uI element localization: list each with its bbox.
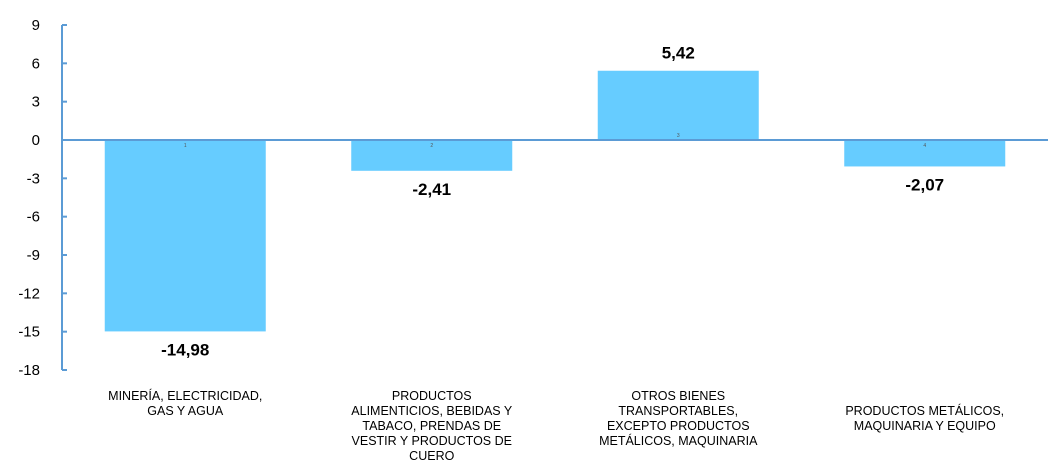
category-label-line: EXCEPTO PRODUCTOS <box>607 419 750 433</box>
bar <box>597 70 759 140</box>
data-label: -2,07 <box>905 175 944 194</box>
bar-index-label: 2 <box>430 143 433 149</box>
bar <box>844 140 1006 167</box>
y-tick-label: 0 <box>32 132 40 149</box>
category-labels: MINERÍA, ELECTRICIDAD, GAS Y AGUA PRODUCTO… <box>108 388 1004 463</box>
y-axis: 9 6 3 0 -3 -6 -9 -12 -15 -18 <box>18 17 67 379</box>
category-label-line: ALIMENTICIOS, BEBIDAS Y <box>351 404 513 418</box>
y-tick-label: -9 <box>27 247 40 264</box>
category-label-line: CUERO <box>409 449 454 463</box>
category-label: OTROS BIENES TRANSPORTABLES, EXCEPTO PRODU… <box>599 389 758 448</box>
y-tick-label: 9 <box>32 17 40 34</box>
category-label: PRODUCTOS ALIMENTICIOS, BEBIDAS Y TABACO, … <box>351 389 513 463</box>
category-label-line: VESTIR Y PRODUCTOS DE <box>352 434 512 448</box>
data-label: -2,41 <box>412 180 451 199</box>
bar-index-label: 4 <box>923 143 926 149</box>
category-label-line: MAQUINARIA Y EQUIPO <box>854 419 996 433</box>
bar-index-label: 1 <box>184 143 187 149</box>
data-label: -14,98 <box>161 340 209 359</box>
category-label-line: OTROS BIENES <box>631 389 725 403</box>
category-label-line: TABACO, PRENDAS DE <box>362 419 501 433</box>
category-label-line: GAS Y AGUA <box>147 404 224 418</box>
bar <box>104 140 266 332</box>
category-label-line: TRANSPORTABLES, <box>618 404 738 418</box>
bar-index-label: 3 <box>677 133 680 139</box>
category-label-line: PRODUCTOS METÁLICOS, <box>845 403 1004 418</box>
y-tick-label: -6 <box>27 209 40 226</box>
bar <box>351 140 513 171</box>
category-label: PRODUCTOS METÁLICOS, MAQUINARIA Y EQUIPO <box>845 403 1004 433</box>
data-labels: -14,98 -2,41 5,42 -2,07 <box>161 44 944 360</box>
category-label-line: METÁLICOS, MAQUINARIA <box>599 433 758 448</box>
y-tick-label: 6 <box>32 55 40 72</box>
y-tick-label: 3 <box>32 94 40 111</box>
y-tick-label: -15 <box>18 324 40 341</box>
data-label: 5,42 <box>662 44 695 63</box>
category-label-line: PRODUCTOS <box>392 389 472 403</box>
y-tick-label: -12 <box>18 285 40 302</box>
category-label-line: MINERÍA, ELECTRICIDAD, <box>108 388 262 403</box>
bars: 1 2 3 4 <box>104 70 1006 332</box>
category-label: MINERÍA, ELECTRICIDAD, GAS Y AGUA <box>108 388 262 418</box>
y-tick-label: -18 <box>18 362 40 379</box>
y-tick-label: -3 <box>27 170 40 187</box>
